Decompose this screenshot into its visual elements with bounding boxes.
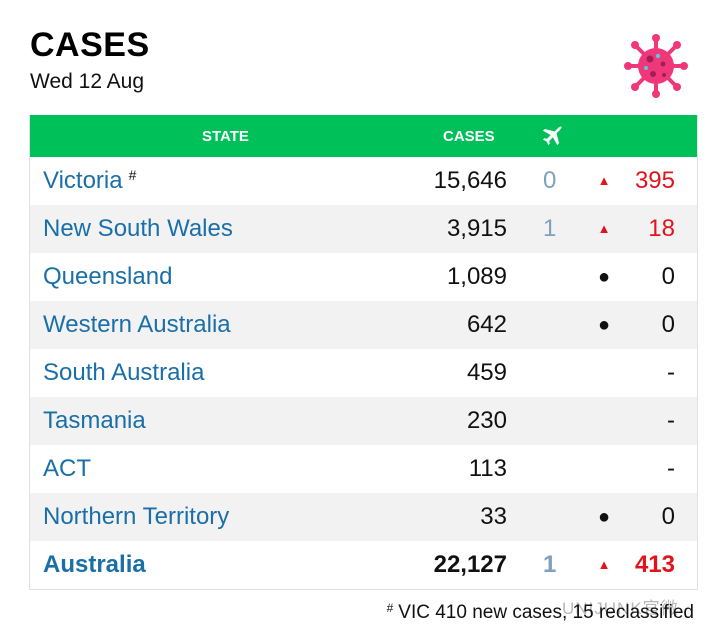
cases-value: 33 (480, 503, 507, 530)
page-date: Wed 12 Aug (30, 70, 145, 93)
cases-value: 230 (466, 407, 507, 434)
state-name[interactable]: Northern Territory (43, 503, 230, 530)
footnote-text: VIC 410 new cases, 15 reclassified (398, 602, 694, 623)
table-row[interactable]: Northern Territory 33 ● 0 (30, 493, 697, 541)
watermark: UNIJUNK官微 (562, 599, 679, 618)
total-overseas-value: 1 (543, 551, 557, 578)
increase-arrow-icon: ▲ (597, 557, 611, 572)
footnote-marker: # (386, 601, 394, 615)
overseas-value: 0 (543, 167, 557, 194)
cases-value: 642 (466, 311, 507, 338)
state-name[interactable]: South Australia (43, 359, 205, 386)
page-title: CASES (30, 26, 150, 64)
state-name[interactable]: ACT (43, 455, 91, 482)
no-change-dot-icon: ● (597, 506, 611, 528)
total-change-value: 413 (634, 551, 675, 578)
change-value: - (667, 455, 675, 482)
change-value: 0 (661, 503, 675, 530)
increase-arrow-icon: ▲ (597, 173, 611, 188)
state-name[interactable]: Western Australia (43, 311, 231, 338)
change-value: - (667, 359, 675, 386)
footnote-marker: # (128, 167, 137, 183)
cases-value: 459 (466, 359, 507, 386)
column-header-cases[interactable]: CASES (443, 128, 495, 145)
table-row[interactable]: ACT 113 - (30, 445, 697, 493)
table-row[interactable]: South Australia 459 - (30, 349, 697, 397)
change-value: 0 (661, 311, 675, 338)
change-value: - (667, 407, 675, 434)
overseas-value: 1 (543, 215, 557, 242)
change-value: 18 (648, 215, 675, 242)
total-label[interactable]: Australia (43, 551, 146, 578)
no-change-dot-icon: ● (597, 314, 611, 336)
change-value: 0 (661, 263, 675, 290)
column-header-state[interactable]: STATE (202, 128, 249, 145)
virus-icon (624, 34, 688, 98)
total-cases-value: 22,127 (433, 551, 507, 578)
cases-value: 3,915 (446, 215, 507, 242)
state-name[interactable]: Victoria # (43, 167, 137, 194)
table-row[interactable]: Victoria # 15,646 0 ▲ 395 (30, 157, 697, 205)
footnote: # VIC 410 new cases, 15 reclassified (386, 601, 694, 624)
increase-arrow-icon: ▲ (597, 221, 611, 236)
no-change-dot-icon: ● (597, 266, 611, 288)
cases-value: 1,089 (446, 263, 507, 290)
plane-icon (542, 126, 562, 146)
table-row[interactable]: Queensland 1,089 ● 0 (30, 253, 697, 301)
state-name[interactable]: Queensland (43, 263, 173, 290)
total-row[interactable]: Australia 22,127 1 ▲ 413 (30, 541, 697, 589)
cases-value: 15,646 (433, 167, 507, 194)
cases-value: 113 (468, 455, 507, 482)
cases-table: STATE CASES Victoria # 15,646 0 ▲ 395 New… (29, 115, 698, 590)
table-header: STATE CASES (30, 115, 697, 157)
table-row[interactable]: Western Australia 642 ● 0 (30, 301, 697, 349)
state-name[interactable]: New South Wales (43, 215, 233, 242)
state-name[interactable]: Tasmania (43, 407, 146, 434)
table-row[interactable]: Tasmania 230 - (30, 397, 697, 445)
table-row[interactable]: New South Wales 3,915 1 ▲ 18 (30, 205, 697, 253)
change-value: 395 (634, 167, 675, 194)
